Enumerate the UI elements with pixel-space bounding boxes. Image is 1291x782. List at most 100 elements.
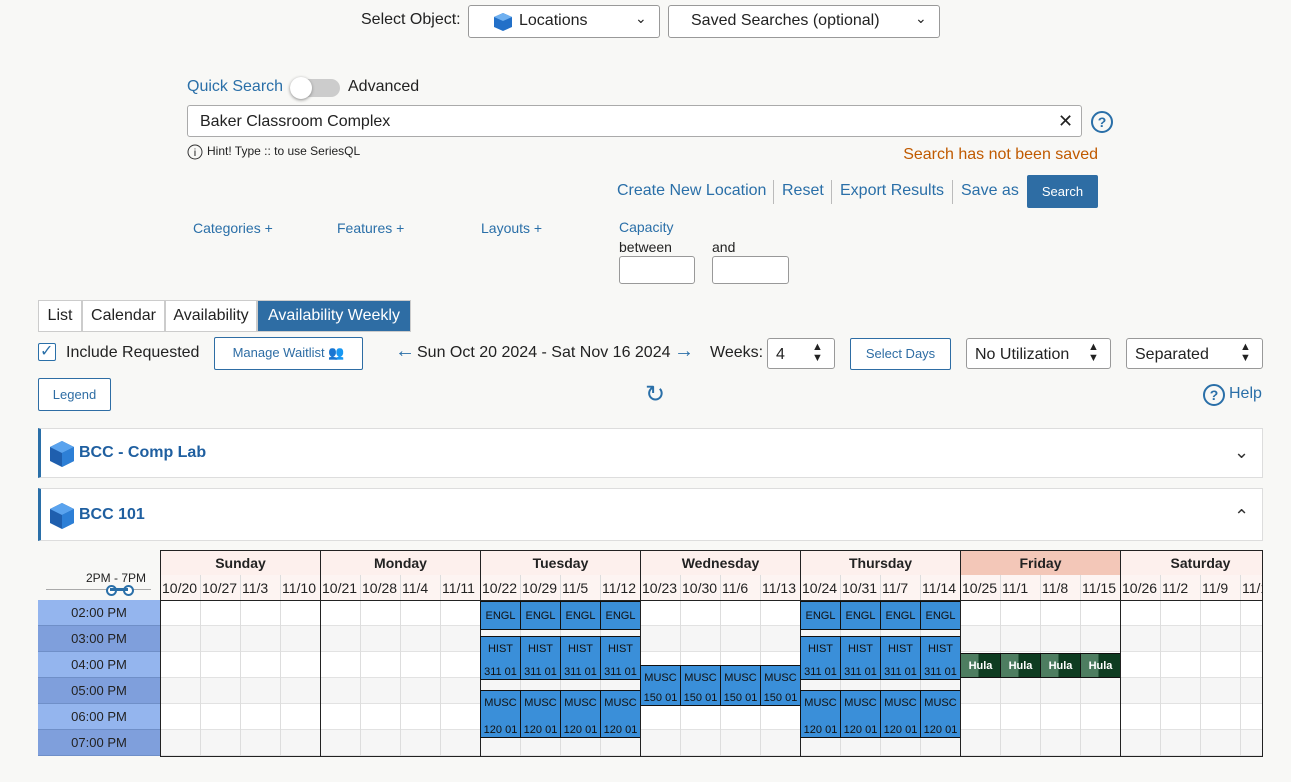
legend-button[interactable]: Legend — [38, 378, 111, 411]
location-panel[interactable]: BCC - Comp Lab ⌄ — [38, 428, 1263, 478]
saved-searches-select[interactable]: Saved Searches (optional) ⌄ — [668, 5, 940, 38]
tab[interactable]: Availability Weekly — [257, 300, 411, 332]
date-label: 11/3 — [242, 580, 268, 596]
tab[interactable]: Availability — [165, 300, 257, 332]
weekly-grid: 02:00 PM03:00 PM04:00 PM05:00 PM06:00 PM… — [38, 550, 1263, 757]
weeks-select[interactable]: 4▲▼ — [767, 338, 835, 369]
time-label: 07:00 PM — [38, 730, 160, 756]
date-label: 11/4 — [402, 580, 428, 596]
date-label: 11/7 — [882, 580, 908, 596]
date-label: 10/21 — [322, 580, 357, 596]
date-label: 10/22 — [482, 580, 517, 596]
quick-search-link[interactable]: Quick Search — [187, 78, 283, 96]
day-header: Friday — [960, 550, 1120, 575]
date-label: 10/28 — [362, 580, 397, 596]
date-label: 11/16 — [1242, 580, 1263, 596]
filter-link[interactable]: Categories + — [193, 220, 273, 236]
refresh-icon[interactable]: ↻ — [645, 380, 665, 409]
object-value: Locations — [519, 12, 588, 30]
day-header: Sunday — [160, 550, 320, 575]
location-name: BCC - Comp Lab — [79, 444, 206, 462]
saved-searches-value: Saved Searches (optional) — [691, 12, 880, 30]
filter-link[interactable]: Features + — [337, 220, 404, 236]
location-name: BCC 101 — [79, 506, 145, 524]
capacity-label: Capacity — [619, 219, 673, 235]
search-query: Baker Classroom Complex — [200, 113, 390, 131]
filter-link[interactable]: Layouts + — [481, 220, 542, 236]
date-label: 11/12 — [602, 580, 636, 596]
include-requested-label: Include Requested — [66, 344, 199, 362]
save-status: Search has not been saved — [903, 146, 1098, 164]
action-link[interactable]: Save as — [961, 182, 1019, 200]
chevron: ⌄ — [1234, 442, 1249, 463]
layout-select[interactable]: Separated▲▼ — [1126, 338, 1263, 369]
tab[interactable]: Calendar — [82, 300, 165, 332]
date-label: 10/25 — [962, 580, 997, 596]
date-label: 11/9 — [1202, 580, 1228, 596]
chevron: ⌄ — [915, 10, 927, 27]
day-header: Monday — [320, 550, 480, 575]
help-icon[interactable]: ? — [1090, 110, 1114, 134]
and-label: and — [712, 239, 735, 255]
layout-value: Separated — [1135, 346, 1209, 364]
between-label: between — [619, 239, 672, 255]
search-toggle[interactable] — [290, 79, 340, 97]
chevron: ⌄ — [1234, 504, 1249, 525]
date-label: 10/20 — [162, 580, 197, 596]
date-label: 10/26 — [1122, 580, 1157, 596]
action-link[interactable]: Create New Location — [617, 182, 766, 200]
advanced-label: Advanced — [348, 78, 419, 96]
time-label: 06:00 PM — [38, 704, 160, 730]
search-input[interactable]: Baker Classroom Complex ✕ — [187, 105, 1082, 137]
tab[interactable]: List — [38, 300, 82, 332]
search-button[interactable]: Search — [1027, 175, 1098, 208]
next-arrow[interactable]: → — [674, 340, 694, 363]
date-label: 10/30 — [682, 580, 717, 596]
capacity-min[interactable] — [619, 256, 695, 284]
date-label: 11/8 — [1042, 580, 1068, 596]
time-label: 05:00 PM — [38, 678, 160, 704]
svg-text:i: i — [194, 148, 196, 159]
date-label: 11/2 — [1162, 580, 1188, 596]
location-panel[interactable]: BCC 101 ⌄ — [38, 488, 1263, 541]
action-link[interactable]: Reset — [782, 182, 824, 200]
date-label: 11/11 — [442, 580, 475, 596]
grid-right — [1262, 550, 1263, 757]
help-icon[interactable]: ? — [1202, 383, 1226, 407]
date-label: 10/23 — [642, 580, 677, 596]
info-icon: i — [187, 144, 203, 160]
weeks-label: Weeks: — [710, 344, 763, 362]
capacity-max[interactable] — [712, 256, 789, 284]
svg-text:?: ? — [1210, 387, 1219, 403]
date-range: Sun Oct 20 2024 - Sat Nov 16 2024 — [417, 344, 671, 362]
date-label: 10/31 — [842, 580, 877, 596]
time-label: 03:00 PM — [38, 626, 160, 652]
help-link[interactable]: Help — [1229, 385, 1262, 403]
select-days-button[interactable]: Select Days — [850, 338, 951, 370]
action-link[interactable]: Export Results — [840, 182, 944, 200]
chevron: ⌄ — [635, 10, 647, 27]
include-checkbox[interactable]: ✓ — [38, 343, 56, 361]
clear-button[interactable]: ✕ — [1058, 111, 1073, 132]
day-header: Thursday — [800, 550, 960, 575]
date-label: 11/14 — [922, 580, 956, 596]
utilization-select[interactable]: No Utilization▲▼ — [966, 338, 1111, 369]
prev-arrow[interactable]: ← — [395, 340, 415, 363]
day-header: Wednesday — [640, 550, 800, 575]
time-label: 04:00 PM — [38, 652, 160, 678]
day-header: Saturday — [1120, 550, 1263, 575]
date-label: 11/1 — [1002, 580, 1028, 596]
manage-waitlist-button[interactable]: Manage Waitlist 👥 — [214, 337, 363, 370]
date-label: 10/27 — [202, 580, 237, 596]
object-select[interactable]: Locations ⌄ — [468, 5, 660, 38]
utilization-value: No Utilization — [975, 346, 1069, 364]
manage-waitlist-label: Manage Waitlist — [233, 345, 325, 360]
grid-border — [160, 600, 1263, 757]
date-label: 11/15 — [1082, 580, 1116, 596]
date-label: 11/5 — [562, 580, 588, 596]
hint: Hint! Type :: to use SeriesQL — [207, 144, 360, 158]
date-label: 11/13 — [762, 580, 796, 596]
date-label: 10/29 — [522, 580, 557, 596]
cube-icon — [493, 12, 513, 32]
